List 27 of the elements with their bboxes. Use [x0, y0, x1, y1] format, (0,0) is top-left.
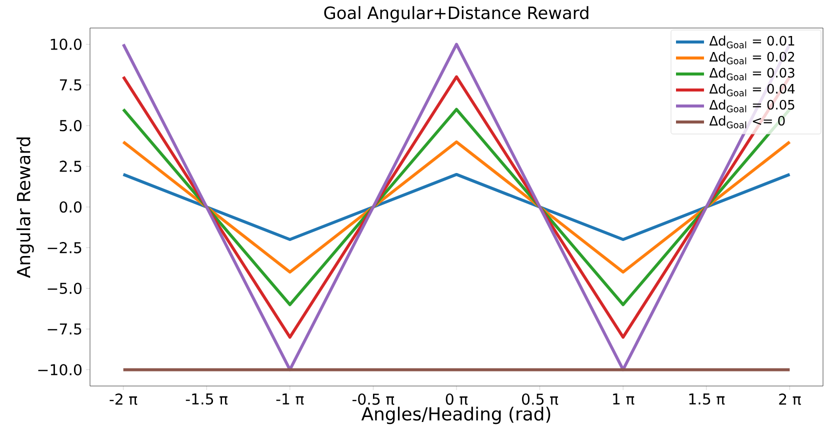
y-axis-title: Angular Reward [16, 138, 34, 278]
y-tick-label: 0.0 [60, 201, 82, 213]
x-axis-title: Angles/Heading (rad) [361, 406, 550, 424]
x-tick-label: 1 π [613, 394, 634, 405]
y-tick-label: 7.5 [60, 79, 82, 91]
legend-label: Δd$_{Goal}$ = 0.05 [709, 100, 794, 112]
x-tick-label: -1 π [276, 394, 304, 405]
y-tick-label: 5.0 [60, 120, 82, 132]
y-tick-label: −10.0 [38, 364, 82, 376]
x-tick-label: -0.5 π [352, 394, 394, 405]
y-tick-label: −2.5 [48, 242, 82, 254]
y-tick-label: −7.5 [48, 323, 82, 335]
x-tick-label: 2 π [779, 394, 801, 405]
y-tick-label: 2.5 [60, 160, 82, 172]
x-tick-label: 0 π [446, 394, 468, 405]
x-tick-label: -1.5 π [186, 394, 228, 405]
x-tick-label: 0.5 π [522, 394, 558, 405]
chart-title: Goal Angular+Distance Reward [324, 6, 588, 22]
legend-label: Δd$_{Goal}$ = 0.03 [709, 68, 794, 80]
x-tick-label: -2 π [110, 394, 138, 405]
x-tick-label: 1.5 π [689, 394, 725, 405]
legend-label: Δd$_{Goal}$ = 0.01 [709, 36, 794, 48]
legend-label: Δd$_{Goal}$ <= 0 [709, 116, 785, 128]
y-tick-label: −5.0 [48, 282, 82, 294]
legend-label: Δd$_{Goal}$ = 0.04 [709, 84, 795, 96]
legend-label: Δd$_{Goal}$ = 0.02 [709, 52, 794, 64]
y-tick-label: 10.0 [50, 38, 82, 50]
